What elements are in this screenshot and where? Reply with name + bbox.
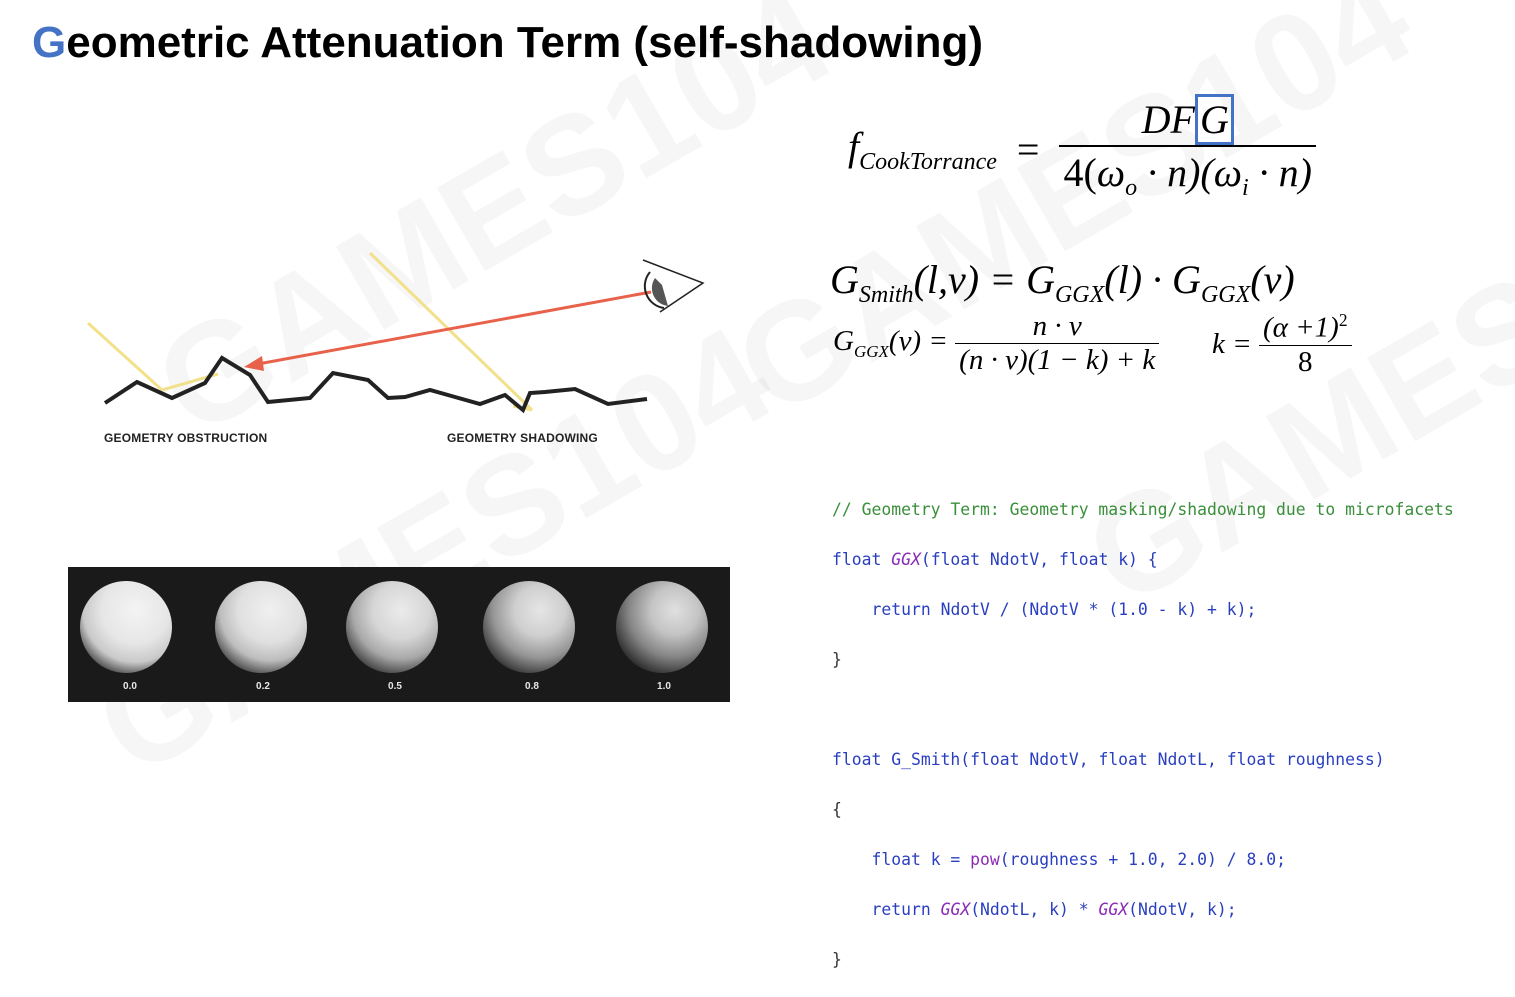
code-line-k-decl: float k = pow(roughness + 1.0, 2.0) / 8.… <box>832 847 1454 872</box>
f-symbol: f <box>848 123 860 169</box>
code-blank-line <box>832 697 1454 722</box>
code-line-gsmith-signature: float G_Smith(float NdotV, float NdotL, … <box>832 747 1454 772</box>
slide-title: Geometric Attenuation Term (self-shadowi… <box>32 18 983 68</box>
ggx-v-arg: (v) <box>1250 257 1295 302</box>
sphere-roughness-0 <box>80 581 172 673</box>
cook-torrance-formula: fCookTorrance = DF G 4(ωo · n)(ωi · n) <box>848 94 1316 202</box>
code-brace: } <box>832 650 842 669</box>
k-denominator: 8 <box>1297 345 1313 378</box>
sphere-label: 0.0 <box>123 681 137 692</box>
k-exponent: 2 <box>1338 310 1348 330</box>
function-ggx: GGX <box>940 900 971 919</box>
omega-o: ω <box>1096 150 1126 195</box>
code-comment: // Geometry Term: Geometry masking/shado… <box>832 500 1454 519</box>
code-brace: } <box>832 950 842 969</box>
sphere-label: 0.8 <box>525 681 539 692</box>
omega-i-subscript: i <box>1241 175 1249 201</box>
function-g-smith: G_Smith <box>891 750 961 769</box>
g-term-highlight: G <box>1194 94 1234 145</box>
title-text: eometric Attenuation Term (self-shadowin… <box>66 18 983 67</box>
sphere-roughness-08 <box>483 581 575 673</box>
g-ggx-denominator: (n · v)(1 − k) + k <box>959 344 1156 376</box>
microfacet-diagram <box>86 251 705 414</box>
g-ggx-numerator: n · v <box>1032 310 1082 342</box>
keyword-float: float <box>832 750 882 769</box>
dot-n-1: · n)( <box>1137 150 1214 195</box>
cook-torrance-fraction: DF G 4(ωo · n)(ωi · n) <box>1059 94 1316 202</box>
obstruction-ray-in <box>86 321 164 392</box>
sphere-label: 0.2 <box>256 681 270 692</box>
k-formula: k = (α +1)2 8 <box>1212 310 1352 379</box>
omega-o-subscript: o <box>1125 175 1138 201</box>
k-lhs: k = <box>1212 327 1252 360</box>
g-smith-args: (l,v) = <box>913 257 1027 302</box>
cook-torrance-subscript: CookTorrance <box>859 148 997 175</box>
eye-icon <box>642 259 705 313</box>
sphere-roughness-05 <box>346 581 438 673</box>
df-term: DF <box>1141 97 1195 142</box>
gsmith-params: (float NdotV, float NdotL, float roughne… <box>960 750 1385 769</box>
ggx-subscript: GGX <box>1200 282 1251 308</box>
dot-n-2: · n) <box>1248 150 1312 195</box>
g-smith-formula: GSmith(l,v) = GGGX(l) · GGGX(v) <box>830 256 1295 309</box>
omega-i: ω <box>1213 150 1242 195</box>
ggx-l-arg: (l) · <box>1104 257 1173 302</box>
g-symbol: G <box>1026 257 1055 302</box>
roughness-sphere-strip: 0.0 0.2 0.5 0.8 1.0 <box>68 567 730 702</box>
keyword-return: return <box>871 600 931 619</box>
g-symbol: G <box>830 257 859 302</box>
gsmith-return-part2: (NdotV, k); <box>1128 900 1237 919</box>
k-declaration: k = <box>920 850 971 869</box>
ggx-subscript: GGX <box>853 341 889 361</box>
g-symbol: G <box>833 325 854 358</box>
ggx-arg: (v) = <box>888 325 948 358</box>
geometry-shadowing-label: GEOMETRY SHADOWING <box>447 431 598 445</box>
code-line-gsmith-return: return GGX(NdotL, k) * GGX(NdotV, k); <box>832 897 1454 922</box>
view-ray-arrowhead <box>244 356 264 371</box>
g-ggx-fraction: n · v (n · v)(1 − k) + k <box>955 310 1160 377</box>
function-ggx: GGX <box>891 550 921 569</box>
equals-sign: = <box>1016 126 1040 172</box>
sphere-label: 0.5 <box>388 681 402 692</box>
g-symbol: G <box>1172 257 1201 302</box>
title-accent-letter: G <box>32 18 67 67</box>
sphere-roughness-02 <box>215 581 307 673</box>
function-ggx: GGX <box>1098 900 1129 919</box>
keyword-return: return <box>871 900 931 919</box>
gsmith-return-part1: (NdotL, k) * <box>970 900 1099 919</box>
keyword-float: float <box>832 550 882 569</box>
geometry-obstruction-label: GEOMETRY OBSTRUCTION <box>104 431 268 445</box>
g-ggx-formula: GGGX(v) = n · v (n · v)(1 − k) + k <box>833 310 1160 377</box>
function-pow: pow <box>970 850 1000 869</box>
pow-args: (roughness + 1.0, 2.0) / 8.0; <box>999 850 1286 869</box>
microfacet-surface <box>103 355 648 414</box>
smith-subscript: Smith <box>858 282 914 308</box>
k-fraction: (α +1)2 8 <box>1258 310 1352 379</box>
ggx-return-expr: NdotV / (NdotV * (1.0 - k) + k); <box>930 600 1257 619</box>
code-brace: { <box>832 800 842 819</box>
code-line-ggx-return: return NdotV / (NdotV * (1.0 - k) + k); <box>832 597 1454 622</box>
shadowing-ray <box>368 251 534 412</box>
view-ray <box>257 290 652 366</box>
ggx-subscript: GGX <box>1054 282 1105 308</box>
sphere-roughness-10 <box>616 581 708 673</box>
code-block: // Geometry Term: Geometry masking/shado… <box>832 472 1454 997</box>
k-numerator: (α +1) <box>1262 311 1339 344</box>
sphere-label: 1.0 <box>657 681 671 692</box>
code-line-ggx-signature: float GGX(float NdotV, float k) { <box>832 547 1454 572</box>
ggx-params: (float NdotV, float k) { <box>920 550 1158 569</box>
den-part: 4( <box>1063 150 1097 195</box>
keyword-float: float <box>871 850 921 869</box>
